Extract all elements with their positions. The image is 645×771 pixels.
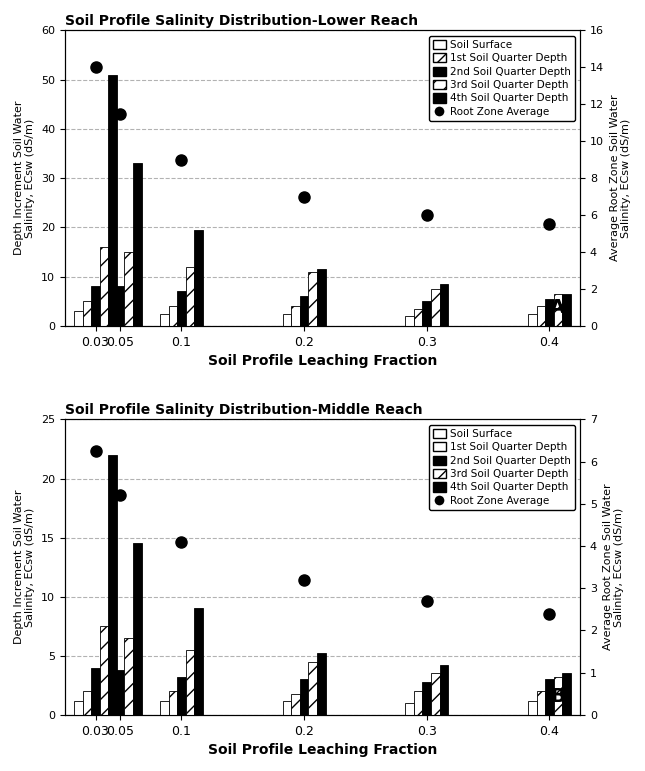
Bar xyxy=(537,306,545,326)
Y-axis label: Depth Increment Soil Water
Salinity, ECsw (dS/m): Depth Increment Soil Water Salinity, ECs… xyxy=(14,101,35,255)
Bar xyxy=(133,163,141,326)
Bar xyxy=(177,677,186,715)
Legend: Soil Surface, 1st Soil Quarter Depth, 2nd Soil Quarter Depth, 3rd Soil Quarter D: Soil Surface, 1st Soil Quarter Depth, 2n… xyxy=(429,425,575,510)
Bar xyxy=(124,252,133,326)
Bar xyxy=(133,544,141,715)
Legend: Soil Surface, 1st Soil Quarter Depth, 2nd Soil Quarter Depth, 3rd Soil Quarter D: Soil Surface, 1st Soil Quarter Depth, 2n… xyxy=(429,35,575,121)
Bar xyxy=(405,703,414,715)
Y-axis label: Average Root Zone Soil Water
Salinity, ECsw (dS/m): Average Root Zone Soil Water Salinity, E… xyxy=(602,484,624,651)
Bar xyxy=(194,230,203,326)
Bar xyxy=(107,304,116,326)
Bar xyxy=(91,668,100,715)
Bar xyxy=(108,75,117,326)
Bar xyxy=(99,703,107,715)
Bar xyxy=(528,701,537,715)
Bar xyxy=(283,701,292,715)
X-axis label: Soil Profile Leaching Fraction: Soil Profile Leaching Fraction xyxy=(208,354,437,368)
Bar xyxy=(177,291,186,326)
Bar xyxy=(168,691,177,715)
Bar xyxy=(91,287,100,326)
Bar xyxy=(99,311,107,326)
Bar xyxy=(186,650,194,715)
Bar xyxy=(100,626,108,715)
Bar xyxy=(292,306,300,326)
Bar xyxy=(83,691,91,715)
Bar xyxy=(300,679,308,715)
Bar xyxy=(537,691,545,715)
Bar xyxy=(308,271,317,326)
Bar xyxy=(405,316,414,326)
Bar xyxy=(562,674,571,715)
Bar xyxy=(168,306,177,326)
Bar xyxy=(108,455,117,715)
Text: A: A xyxy=(550,298,564,317)
Text: Soil Profile Salinity Distribution-Middle Reach: Soil Profile Salinity Distribution-Middl… xyxy=(65,403,422,417)
Bar xyxy=(317,269,326,326)
Bar xyxy=(116,670,124,715)
Bar xyxy=(107,691,116,715)
Bar xyxy=(414,691,422,715)
Bar xyxy=(160,314,168,326)
Bar xyxy=(440,284,448,326)
Bar xyxy=(160,701,168,715)
Bar xyxy=(283,314,292,326)
Bar xyxy=(431,289,440,326)
Bar xyxy=(100,247,108,326)
Bar xyxy=(124,638,133,715)
Bar xyxy=(545,299,554,326)
Bar xyxy=(528,314,537,326)
Bar xyxy=(292,694,300,715)
Bar xyxy=(422,301,431,326)
Bar xyxy=(116,287,124,326)
Bar xyxy=(186,267,194,326)
Bar xyxy=(440,665,448,715)
Bar xyxy=(308,662,317,715)
Bar xyxy=(545,679,554,715)
Text: B: B xyxy=(550,687,564,706)
Bar xyxy=(194,608,203,715)
Bar xyxy=(317,653,326,715)
Bar xyxy=(74,311,83,326)
Y-axis label: Depth Increment Soil Water
Salinity, ECsw (dS/m): Depth Increment Soil Water Salinity, ECs… xyxy=(14,490,35,645)
X-axis label: Soil Profile Leaching Fraction: Soil Profile Leaching Fraction xyxy=(208,743,437,757)
Bar xyxy=(554,294,562,326)
Bar xyxy=(422,682,431,715)
Bar xyxy=(300,296,308,326)
Bar xyxy=(431,674,440,715)
Bar xyxy=(414,308,422,326)
Bar xyxy=(554,677,562,715)
Text: Soil Profile Salinity Distribution-Lower Reach: Soil Profile Salinity Distribution-Lower… xyxy=(65,14,418,28)
Bar xyxy=(74,701,83,715)
Y-axis label: Average Root Zone Soil Water
Salinity, ECsw (dS/m): Average Root Zone Soil Water Salinity, E… xyxy=(610,95,631,261)
Bar xyxy=(83,301,91,326)
Bar xyxy=(562,294,571,326)
